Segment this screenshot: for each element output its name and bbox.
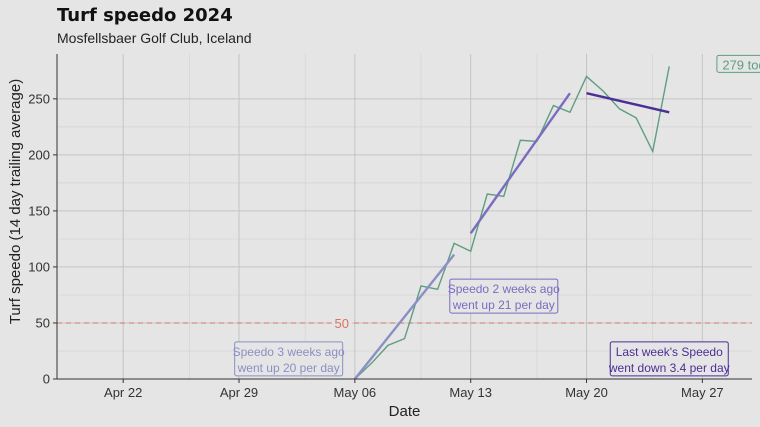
y-tick-label: 0: [43, 372, 50, 387]
series-group: [354, 66, 670, 380]
x-tick-label: May 27: [681, 385, 724, 400]
labels-group: Speedo 3 weeks ago went up 20 per day Spee…: [233, 54, 760, 377]
x-tick-label: Apr 29: [220, 385, 258, 400]
x-tick-label: May 20: [565, 385, 608, 400]
trend-label-line1: Speedo 3 weeks ago: [233, 345, 345, 359]
series-line: [354, 66, 670, 380]
trend-label-box: [234, 341, 344, 377]
trend-label-line2: went down 3.4 per day: [608, 361, 730, 375]
trend-label-box: [449, 278, 559, 314]
y-tick-label: 100: [28, 259, 50, 274]
annotation-box: [716, 54, 760, 73]
reference-line-group: 50: [57, 314, 752, 331]
x-tick-label: Apr 22: [104, 385, 142, 400]
trend-line: [586, 92, 670, 114]
y-tick-label: 50: [36, 315, 50, 330]
axes-group: 0 50 100 150 200 250 Apr 22 Apr 29 May 06 May 13 M…: [7, 54, 752, 420]
trend-label-line1: Last week's Speedo: [616, 345, 723, 359]
x-tick-label: May 13: [449, 385, 492, 400]
trend-label-line2: went up 21 per day: [452, 298, 555, 312]
chart-title: Turf speedo 2024: [57, 5, 233, 26]
trend-label-line1: Speedo 2 weeks ago: [448, 282, 560, 296]
annotation-label: 279 today: [722, 57, 760, 72]
y-tick-label: 200: [28, 147, 50, 162]
trend-label-box: [609, 341, 729, 377]
reference-label-bg: [331, 314, 352, 330]
chart-subtitle: Mosfellsbaer Golf Club, Iceland: [57, 30, 252, 46]
grid-lines: [57, 54, 752, 380]
x-axis-title: Date: [389, 403, 421, 420]
x-tick-label: May 06: [334, 385, 377, 400]
trend-lines-group: [353, 92, 670, 380]
trend-line: [469, 92, 571, 235]
trend-label-line2: went up 20 per day: [237, 361, 340, 375]
y-tick-label: 150: [28, 203, 50, 218]
y-tick-label: 250: [28, 91, 50, 106]
reference-line-label: 50: [335, 316, 349, 331]
y-axis-title: Turf speedo (14 day trailing average): [7, 79, 24, 324]
trend-line: [353, 253, 456, 380]
